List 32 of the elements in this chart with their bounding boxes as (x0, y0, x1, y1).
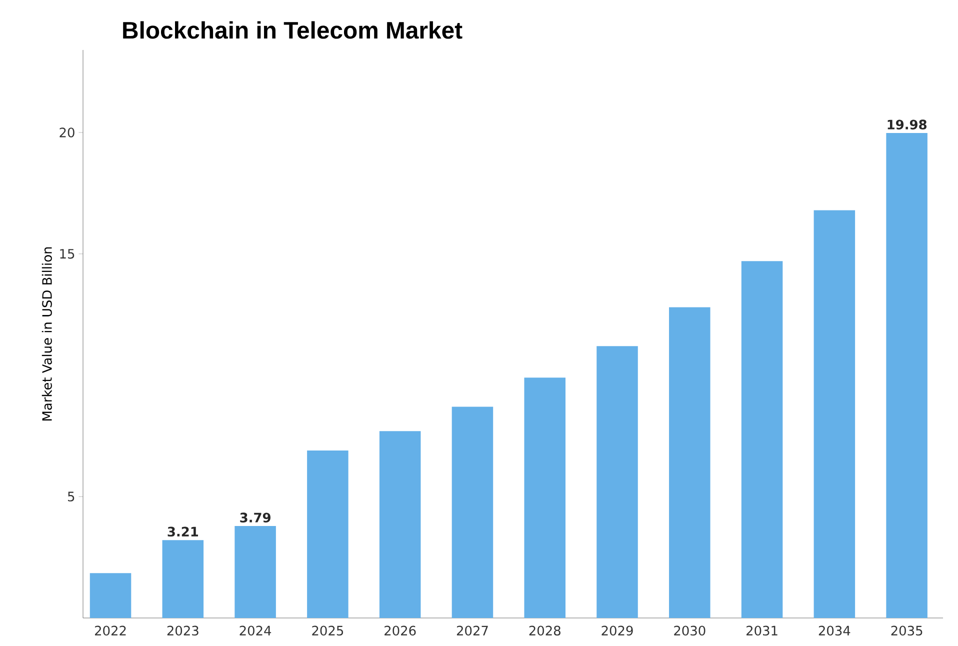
bar (814, 210, 856, 618)
bar (741, 261, 783, 618)
bar (234, 526, 276, 618)
x-tick-label: 2023 (167, 626, 198, 636)
x-tick-label: 2030 (674, 626, 706, 636)
x-tick-label: 2024 (240, 626, 272, 636)
y-axis-title: Market Value in USD Billion (42, 247, 52, 420)
bar (524, 378, 566, 618)
bar (307, 450, 348, 618)
x-tick-label: 2028 (529, 626, 560, 636)
bar (90, 573, 132, 618)
bar (669, 307, 710, 618)
x-tick-label: 2025 (312, 626, 344, 636)
bar (452, 406, 494, 618)
data-label: 19.98 (888, 120, 926, 130)
x-tick-label: 2035 (891, 626, 922, 636)
y-tick-label: 20 (60, 128, 74, 138)
x-tick-label: 2034 (818, 626, 850, 636)
chart-title: Blockchain in Telecom Market (123, 21, 462, 39)
y-tick-label: 15 (60, 249, 74, 259)
bar (162, 540, 204, 618)
y-tick-label: 5 (68, 492, 74, 502)
x-tick-label: 2029 (602, 626, 633, 636)
data-label: 3.21 (168, 526, 198, 537)
bar (596, 346, 638, 618)
data-label: 3.79 (240, 512, 270, 522)
bar (886, 133, 928, 618)
bar (379, 431, 421, 618)
x-tick-label: 2026 (384, 626, 416, 636)
x-tick-label: 2031 (746, 626, 778, 636)
x-tick-label: 2027 (456, 626, 488, 636)
x-tick-label: 2022 (94, 626, 126, 636)
